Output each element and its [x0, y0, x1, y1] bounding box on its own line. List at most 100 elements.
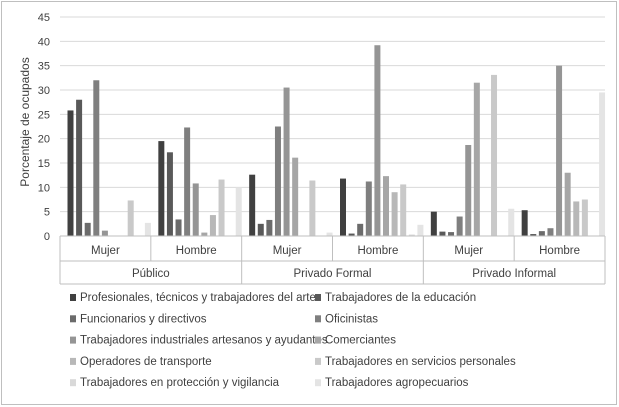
legend-item: Funcionarios y directivos [70, 313, 207, 325]
x-subcategory-label: Hombre [357, 245, 398, 257]
legend-label: Trabajadores agropecuarios [325, 377, 469, 389]
legend-item: Trabajadores de la educación [315, 292, 476, 304]
legend-swatch [315, 337, 321, 344]
bar [448, 232, 454, 236]
legend-label: Profesionales, técnicos y trabajadores d… [80, 292, 316, 304]
legend-item: Profesionales, técnicos y trabajadores d… [70, 292, 316, 304]
x-subcategory-label: Mujer [273, 245, 302, 257]
bar [219, 180, 225, 236]
bar [284, 88, 290, 236]
bar [366, 181, 372, 236]
bar [565, 173, 571, 236]
y-tick-label: 10 [38, 182, 50, 194]
bar [374, 45, 380, 236]
bar [383, 176, 389, 236]
x-group-label: Público [132, 268, 170, 280]
bar [340, 179, 346, 236]
y-axis-label: Porcentaje de ocupados [18, 57, 32, 186]
x-group-label: Privado Formal [294, 268, 372, 280]
legend: Profesionales, técnicos y trabajadores d… [70, 292, 516, 389]
legend-swatch [70, 358, 76, 365]
legend-label: Trabajadores en protección y vigilancia [80, 377, 280, 389]
legend-item: Trabajadores agropecuarios [315, 377, 469, 389]
legend-swatch [315, 315, 321, 322]
bar [68, 110, 74, 236]
bar [128, 200, 134, 236]
legend-item: Oficinistas [315, 313, 378, 325]
bar [327, 233, 333, 236]
y-tick-label: 40 [38, 36, 50, 48]
bar [556, 66, 562, 236]
y-tick-label: 25 [38, 109, 50, 121]
bar [417, 225, 423, 236]
legend-item: Trabajadores industriales artesanos y ay… [70, 335, 328, 347]
legend-item: Operadores de transporte [70, 356, 212, 368]
bar [309, 181, 315, 236]
bar [400, 184, 406, 236]
bar [236, 187, 242, 236]
legend-label: Trabajadores en servicios personales [325, 356, 516, 368]
bar [491, 75, 497, 236]
bar [465, 145, 471, 236]
legend-label: Trabajadores industriales artesanos y ay… [80, 335, 328, 347]
bar [193, 183, 199, 236]
legend-swatch [70, 379, 76, 386]
bar [93, 80, 99, 236]
x-subcategory-label: Hombre [176, 245, 217, 257]
bar [539, 231, 545, 236]
y-axis-ticks: 0 5 10 15 20 25 30 35 40 45 [38, 12, 50, 243]
legend-item: Trabajadores en servicios personales [315, 356, 516, 368]
bar [85, 223, 91, 236]
legend-swatch [70, 315, 76, 322]
gridlines [60, 17, 605, 212]
bar [258, 224, 264, 236]
bar [184, 127, 190, 236]
y-tick-label: 20 [38, 134, 50, 146]
bar [292, 158, 298, 236]
legend-label: Operadores de transporte [80, 356, 212, 368]
legend-label: Comerciantes [325, 335, 396, 347]
legend-label: Trabajadores de la educación [325, 292, 476, 304]
y-tick-label: 0 [44, 231, 50, 243]
y-tick-label: 45 [38, 12, 50, 24]
bar [158, 141, 164, 236]
legend-item: Comerciantes [315, 335, 396, 347]
bar [275, 127, 281, 237]
bars [68, 45, 606, 236]
x-group-label: Privado Informal [472, 268, 556, 280]
bar [439, 232, 445, 236]
y-tick-label: 30 [38, 85, 50, 97]
legend-swatch [315, 379, 321, 386]
bar [508, 209, 514, 236]
bar [599, 92, 605, 236]
y-tick-label: 35 [38, 61, 50, 73]
bar [547, 228, 553, 236]
bar [76, 100, 82, 236]
bar [266, 220, 272, 236]
bar [431, 212, 437, 236]
legend-swatch [70, 294, 76, 301]
x-subcategory-label: Hombre [539, 245, 580, 257]
bar [357, 224, 363, 236]
legend-swatch [70, 337, 76, 344]
bar [582, 200, 588, 237]
bar [474, 83, 480, 236]
legend-label: Oficinistas [325, 313, 378, 325]
x-subcategory-label: Mujer [454, 245, 483, 257]
bar [145, 223, 151, 236]
bar [176, 219, 182, 236]
bar [201, 233, 207, 236]
x-axis-categories: Mujer Hombre Mujer Hombre Mujer Hombre Público… [91, 245, 580, 280]
legend-swatch [315, 358, 321, 365]
legend-label: Funcionarios y directivos [80, 313, 207, 325]
bar [249, 175, 255, 236]
legend-swatch [315, 294, 321, 301]
bar [457, 217, 463, 236]
bar [210, 215, 216, 236]
legend-item: Trabajadores en protección y vigilancia [70, 377, 280, 389]
bar [392, 192, 398, 236]
bar [167, 152, 173, 236]
bar [573, 201, 579, 236]
